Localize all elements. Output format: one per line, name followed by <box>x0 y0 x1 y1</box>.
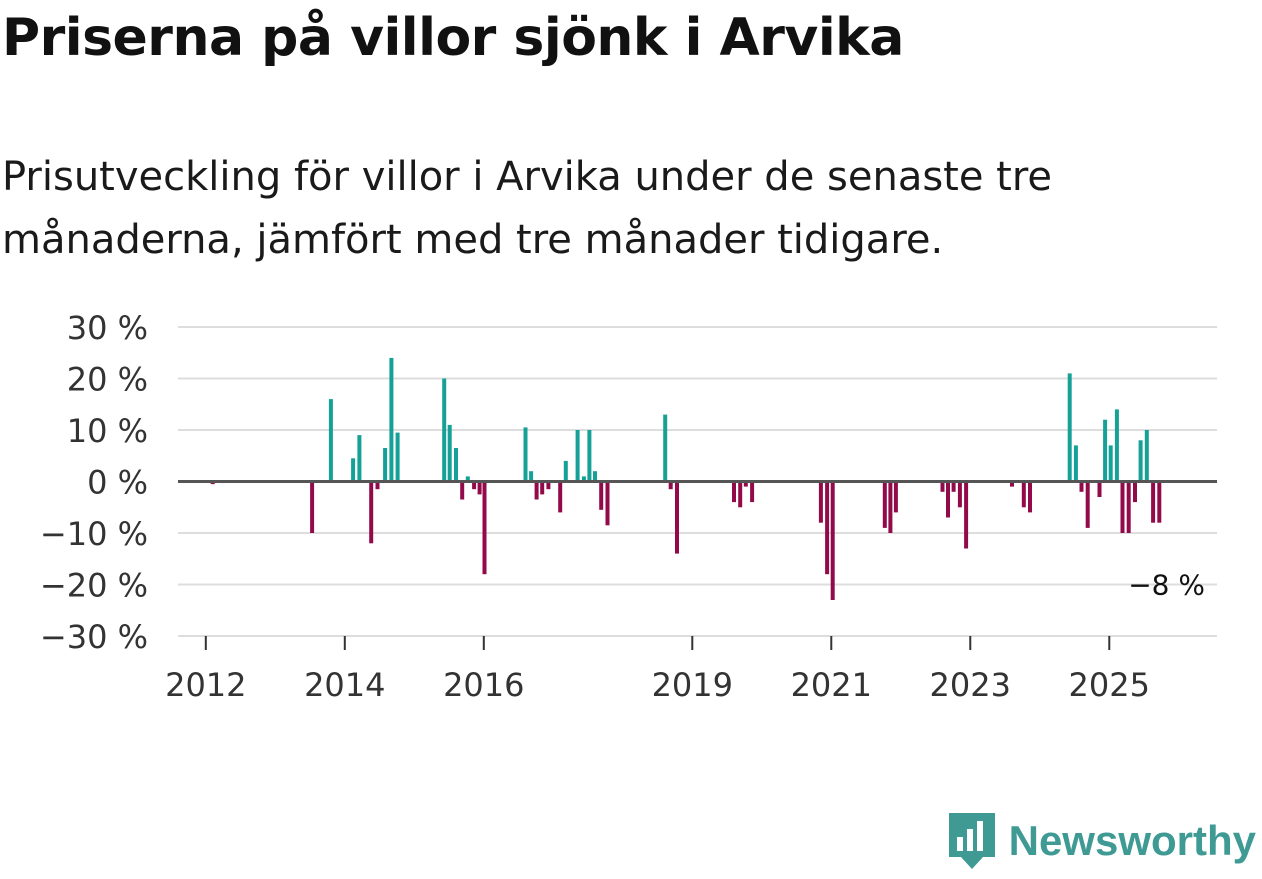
bar <box>1126 481 1131 533</box>
bar <box>593 471 597 482</box>
bar <box>1067 373 1072 482</box>
bar <box>540 481 545 495</box>
bar <box>558 481 563 513</box>
bar <box>964 481 969 549</box>
gridlines <box>178 326 1217 637</box>
bar <box>940 481 945 492</box>
y-tick-label: −30 % <box>40 618 148 656</box>
y-tick-label: 0 % <box>87 464 148 502</box>
bar <box>1028 481 1032 513</box>
annotations: −8 % <box>1128 569 1205 602</box>
bar <box>442 378 447 482</box>
bar <box>1079 481 1084 492</box>
bar <box>951 481 956 492</box>
bar <box>395 432 400 482</box>
bar <box>946 481 950 518</box>
bar <box>563 460 568 482</box>
bar <box>529 471 534 482</box>
chart-subtitle: Prisutveckling för villor i Arvika under… <box>2 154 1053 263</box>
bar <box>1114 409 1119 482</box>
bar <box>1108 445 1113 482</box>
x-axis: 2012 2014 2016 2019 2021 2023 2025 <box>165 636 1150 704</box>
chart-title: Priserna på villor sjönk i Arvika <box>2 8 904 68</box>
x-tick-label: 2025 <box>1069 666 1150 704</box>
bar <box>328 399 333 482</box>
bar <box>482 481 487 575</box>
bar <box>389 357 394 482</box>
bar <box>882 481 887 528</box>
bar <box>743 481 748 487</box>
bar <box>599 481 604 510</box>
bar <box>523 427 528 482</box>
bar <box>351 458 356 482</box>
bar <box>465 476 470 482</box>
bar <box>888 481 893 533</box>
x-tick-label: 2016 <box>443 666 524 704</box>
bar <box>375 481 380 490</box>
bar <box>750 481 755 503</box>
bar <box>587 430 592 482</box>
bar <box>472 481 477 490</box>
bar <box>1151 481 1156 523</box>
y-axis-labels: 30 % 20 % 10 % 0 % −10 % −20 % −30 % <box>40 309 148 656</box>
bar <box>1097 481 1102 497</box>
bar <box>1085 481 1090 528</box>
bar <box>1133 481 1137 503</box>
x-tick-label: 2019 <box>652 666 733 704</box>
bar <box>477 481 482 495</box>
bar <box>1120 481 1125 533</box>
bar <box>605 481 610 526</box>
bar <box>310 481 315 533</box>
bar <box>369 481 374 544</box>
brand-name: Newsworthy <box>1008 817 1256 864</box>
bar <box>1157 481 1162 523</box>
bar <box>738 481 743 508</box>
bar <box>454 448 458 482</box>
bar <box>1103 419 1108 482</box>
bar <box>447 424 452 482</box>
bar <box>575 430 580 482</box>
x-tick-label: 2012 <box>165 666 246 704</box>
bar <box>1144 430 1149 482</box>
bar <box>357 435 362 482</box>
bar <box>830 481 835 600</box>
x-tick-label: 2021 <box>791 666 872 704</box>
bar <box>383 448 388 482</box>
bar <box>546 481 551 490</box>
bar <box>825 481 830 575</box>
bar <box>1021 481 1026 508</box>
bar <box>1138 440 1143 482</box>
bar <box>668 481 673 490</box>
last-value-label: −8 % <box>1128 569 1205 602</box>
y-tick-label: −10 % <box>40 515 148 553</box>
bar <box>663 414 668 482</box>
newsworthy-logo: Newsworthy <box>947 811 1256 871</box>
bar <box>581 476 586 482</box>
bar <box>1073 445 1078 482</box>
bar-chart-icon <box>948 813 995 869</box>
y-tick-label: −20 % <box>40 567 148 605</box>
bars <box>210 357 1162 600</box>
bar <box>675 481 679 554</box>
bar <box>732 481 736 503</box>
y-tick-label: 30 % <box>67 309 148 347</box>
bar <box>534 481 539 500</box>
bar <box>818 481 823 523</box>
bar <box>1010 481 1014 487</box>
x-tick-label: 2014 <box>304 666 385 704</box>
y-tick-label: 20 % <box>67 361 148 399</box>
bar <box>957 481 962 508</box>
y-tick-label: 10 % <box>67 412 148 450</box>
bar <box>460 481 465 500</box>
bar <box>893 481 898 513</box>
x-tick-label: 2023 <box>930 666 1011 704</box>
